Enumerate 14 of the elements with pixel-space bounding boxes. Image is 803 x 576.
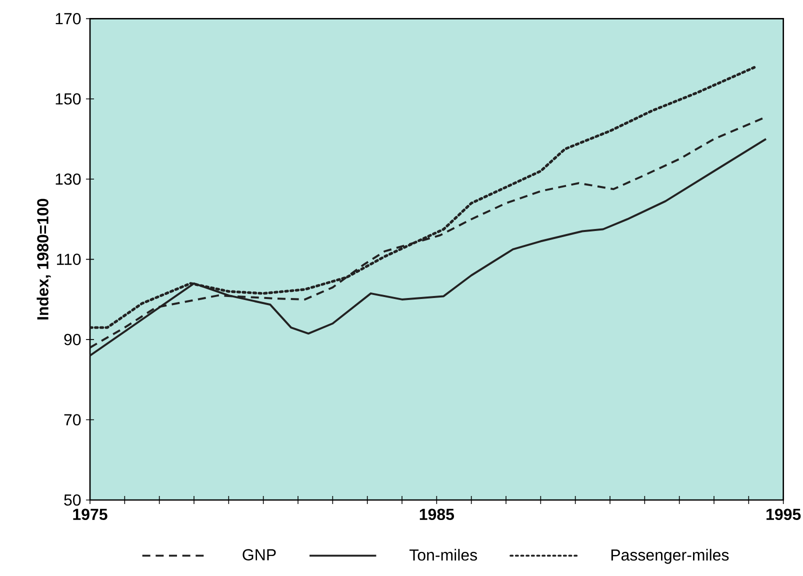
y-tick-label: 170	[56, 13, 81, 24]
y-tick-label: 70	[64, 414, 81, 426]
legend-label: Passenger-miles	[611, 548, 729, 564]
y-tick-label: 110	[57, 254, 81, 265]
legend-label: GNP	[242, 549, 276, 560]
x-tick-label: 1975	[73, 508, 108, 520]
legend-label: Ton-miles	[409, 548, 478, 561]
y-tick-label: 90	[64, 334, 81, 346]
x-tick-label: 1985	[420, 508, 454, 520]
y-tick-label: 130	[56, 173, 81, 185]
y-tick-label: 50	[64, 494, 81, 506]
y-tick-label: 150	[56, 93, 81, 105]
x-tick-label: 1995	[766, 508, 801, 520]
y-axis-title: Index, 1980=100	[36, 198, 51, 320]
